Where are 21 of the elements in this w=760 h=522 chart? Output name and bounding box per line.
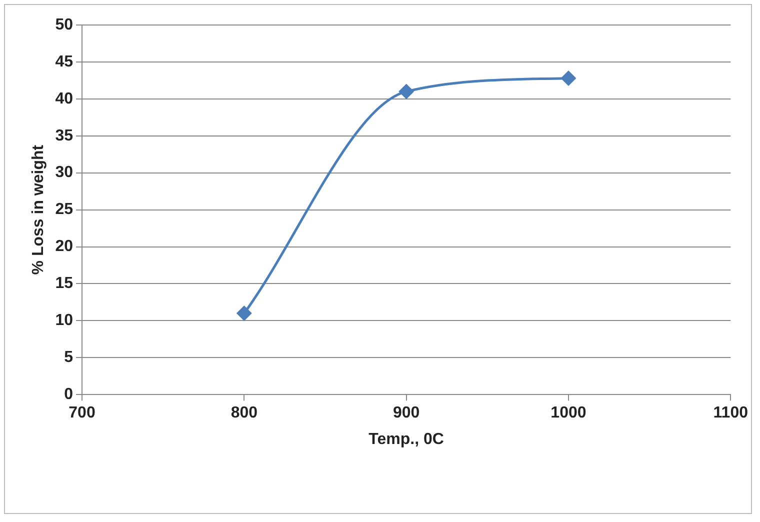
- y-tick-label: 50: [55, 16, 74, 34]
- point: [399, 84, 414, 99]
- y-axis-title: % Loss in weight: [30, 144, 48, 275]
- y-tick-label: 20: [55, 238, 74, 256]
- y-tick-label: 5: [64, 349, 74, 366]
- y-tick-label: 45: [55, 53, 74, 70]
- y-tick-label: 40: [55, 90, 74, 108]
- x-tick-label: 800: [230, 404, 258, 422]
- y-tick-label: 35: [55, 127, 74, 144]
- x-tick-label: 900: [392, 404, 420, 422]
- point: [236, 306, 252, 321]
- y-tick-label: 0: [64, 386, 74, 404]
- point: [561, 70, 576, 86]
- x-tick-label: 1100: [713, 404, 748, 422]
- x-tick-label: 700: [68, 404, 96, 422]
- x-axis-title: Temp., 0C: [368, 430, 444, 448]
- y-tick-label: 25: [55, 201, 74, 218]
- y-tick-label: 30: [55, 164, 74, 182]
- x-tick-label: 1000: [550, 404, 586, 422]
- y-tick-label: 15: [55, 275, 74, 292]
- y-tick-label: 10: [55, 312, 74, 330]
